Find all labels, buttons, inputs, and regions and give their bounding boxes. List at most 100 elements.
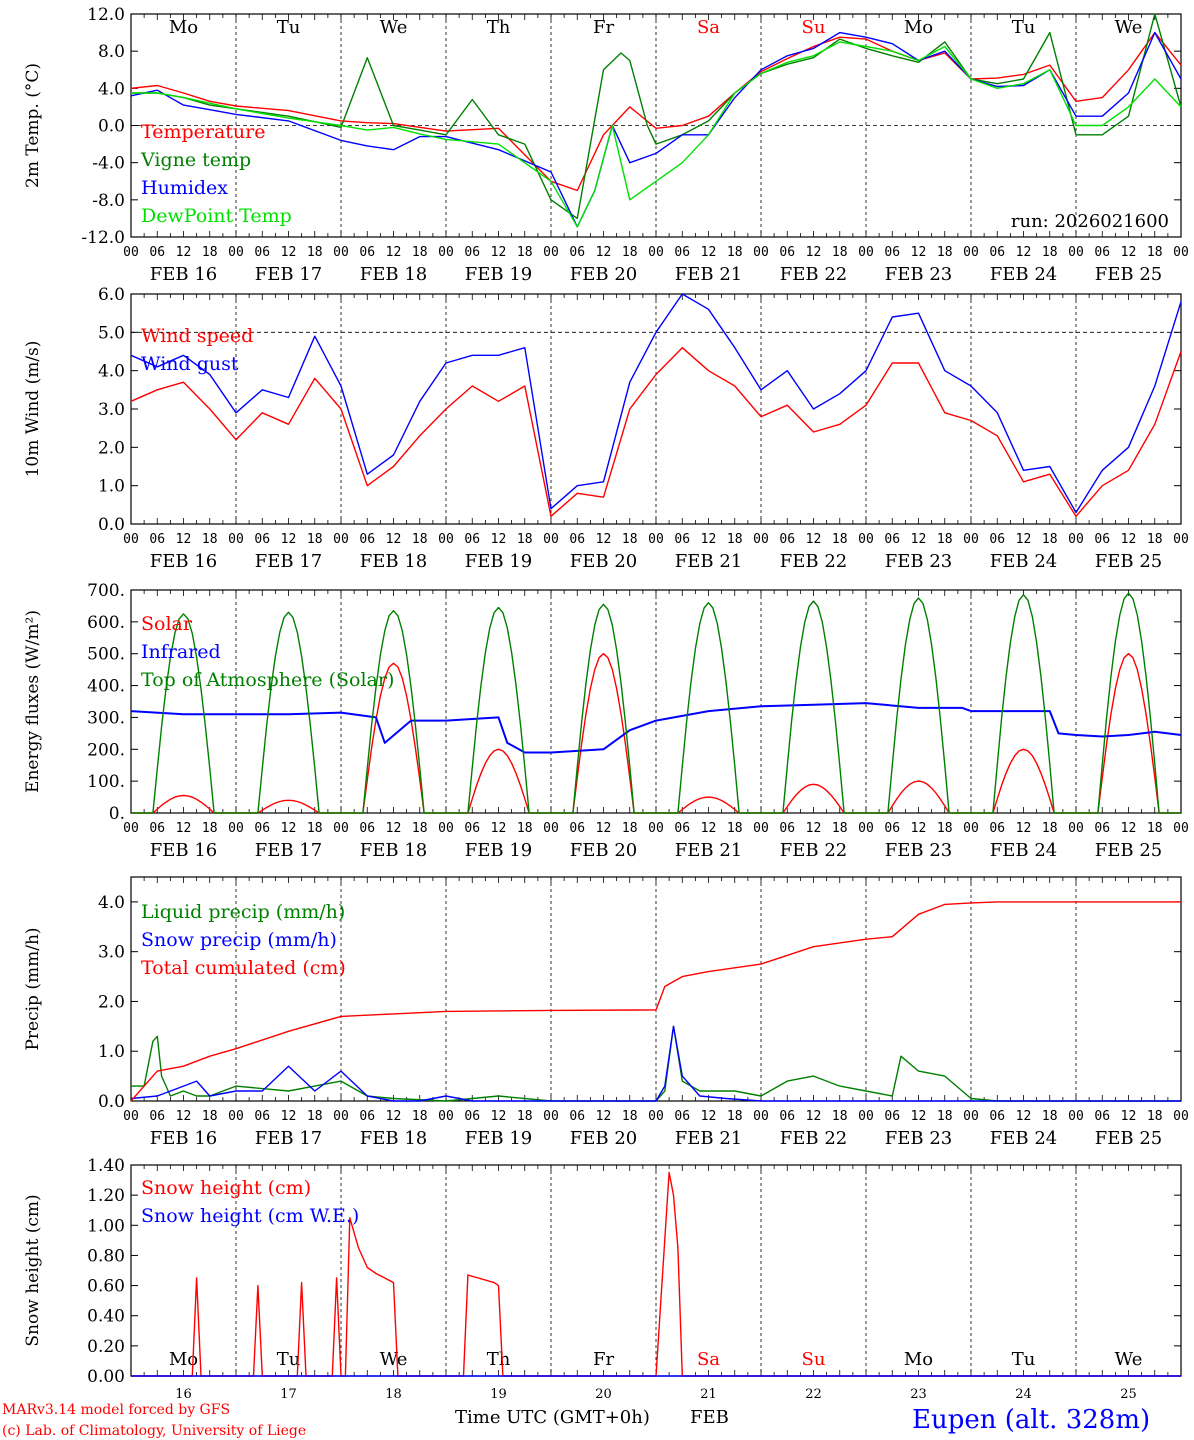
legend-entry: Snow height (cm) [141,1177,311,1199]
hour-tick-label: 12 [1121,821,1137,836]
hour-tick-label: 06 [464,532,480,547]
y-axis-label: 2m Temp. (°C) [23,63,43,188]
date-label: FEB 22 [780,1128,847,1149]
day-number-label: 25 [1120,1387,1137,1402]
hour-tick-label: 18 [622,821,638,836]
hour-tick-label: 00 [753,821,769,836]
y-tick-label: 0.40 [87,1307,125,1327]
footer-lab-credit: (c) Lab. of Climatology, University of L… [2,1423,306,1439]
hour-tick-label: 00 [543,821,559,836]
hour-tick-label: 06 [359,245,375,260]
x-axis-month: FEB [690,1407,729,1428]
hour-tick-label: 00 [858,821,874,836]
date-label: FEB 20 [570,264,637,285]
legend-entry: Snow precip (mm/h) [141,929,337,951]
y-tick-label: 0. [109,804,125,824]
hour-tick-label: 00 [438,245,454,260]
y-tick-label: 3.0 [98,400,125,420]
hour-tick-label: 18 [1147,532,1163,547]
hour-tick-label: 12 [1121,245,1137,260]
date-label: FEB 24 [990,551,1057,572]
hour-tick-label: 18 [727,821,743,836]
day-number-label: 18 [385,1387,402,1402]
date-label: FEB 18 [360,551,427,572]
hour-tick-label: 12 [386,1109,402,1124]
hour-tick-label: 18 [307,532,323,547]
hour-tick-label: 18 [622,532,638,547]
legend-entry: Wind gust [141,353,239,375]
series-line-vigne-temp [131,13,1182,220]
legend-entry: DewPoint Temp [141,205,292,227]
y-tick-label: 100. [87,772,125,792]
day-number-label: 23 [910,1387,927,1402]
hour-tick-label: 06 [779,245,795,260]
date-label: FEB 18 [360,1128,427,1149]
legend-entry: Vigne temp [140,149,251,171]
y-tick-label: 6.0 [98,285,125,305]
hour-tick-label: 18 [622,1109,638,1124]
series-line-total-cumulated-cm [130,901,1181,1102]
y-tick-label: 1.00 [87,1216,125,1236]
legend-entry: Solar [141,613,193,635]
hour-tick-label: 00 [228,1109,244,1124]
y-tick-label: 600. [87,613,125,633]
hour-tick-label: 18 [1042,821,1058,836]
hour-tick-label: 06 [149,532,165,547]
y-tick-label: 500. [87,645,125,665]
hour-tick-label: 12 [491,821,507,836]
y-tick-label: 8.0 [98,42,125,62]
date-label: FEB 16 [150,1128,217,1149]
y-tick-label: 0.00 [87,1367,125,1387]
hour-tick-label: 06 [674,1109,690,1124]
hour-tick-label: 06 [1094,532,1110,547]
hour-tick-label: 18 [937,245,953,260]
hour-tick-label: 00 [1173,1109,1189,1124]
legend-entry: Infrared [141,641,221,663]
hour-tick-label: 00 [1068,1109,1084,1124]
y-tick-label: 0.80 [87,1246,125,1266]
date-label: FEB 22 [780,264,847,285]
hour-tick-label: 12 [596,245,612,260]
y-tick-label: 2.0 [98,438,125,458]
hour-tick-label: 06 [674,245,690,260]
panel-precip: 4.0 3.0 2.0 1.0 0.0 Precip (mm/h) 00 06 12 18 FEB … [23,876,1189,1149]
hour-tick-label: 18 [412,821,428,836]
hour-tick-label: 12 [596,532,612,547]
hour-tick-label: 06 [464,821,480,836]
panel-energy: 700. 600. 500. 400. 300. 200. 100. 0. Energy flu… [23,581,1189,861]
hour-tick-label: 18 [517,532,533,547]
series-line-wind-gust [130,293,1182,514]
weekday-label: Mo [169,17,198,38]
series-line-dewpoint-temp [131,41,1182,228]
hour-tick-label: 06 [569,532,585,547]
hour-tick-label: 12 [911,532,927,547]
date-label: FEB 17 [255,1128,322,1149]
hour-tick-label: 12 [176,821,192,836]
hour-tick-label: 18 [202,245,218,260]
hour-tick-label: 12 [1016,245,1032,260]
hour-tick-label: 00 [858,1109,874,1124]
legend-entry: Humidex [141,177,228,199]
hour-tick-label: 00 [438,1109,454,1124]
hour-tick-label: 06 [1094,1109,1110,1124]
y-tick-label: 1.20 [87,1186,125,1206]
hour-tick-label: 00 [1173,821,1189,836]
y-tick-label: 1.40 [87,1156,125,1176]
hour-tick-label: 12 [911,821,927,836]
date-label: FEB 17 [255,551,322,572]
hour-tick-label: 18 [307,1109,323,1124]
hour-tick-label: 18 [832,821,848,836]
y-axis-label: Snow height (cm) [23,1194,43,1346]
hour-tick-label: 18 [1042,1109,1058,1124]
day-number-label: 19 [490,1387,507,1402]
hour-tick-label: 12 [176,1109,192,1124]
date-label: FEB 25 [1095,551,1162,572]
legend-entry: Temperature [141,121,265,143]
hour-tick-label: 00 [438,532,454,547]
hour-tick-label: 12 [1121,532,1137,547]
hour-tick-label: 12 [911,1109,927,1124]
hour-tick-label: 00 [123,1109,139,1124]
hour-tick-label: 12 [386,532,402,547]
hour-tick-label: 18 [412,1109,428,1124]
hour-tick-label: 12 [491,1109,507,1124]
